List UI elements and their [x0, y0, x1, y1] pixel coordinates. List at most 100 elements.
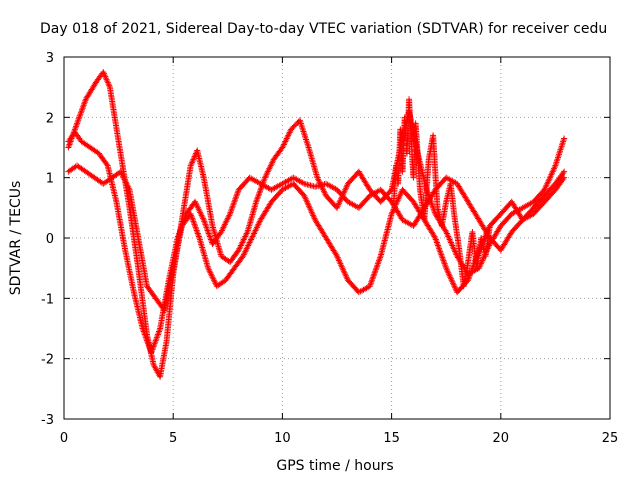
- data-trace-segment: [205, 266, 220, 288]
- data-trace-segment: [126, 188, 141, 240]
- data-trace-segment: [157, 339, 170, 379]
- y-tick-label: -3: [41, 413, 54, 428]
- data-point: [235, 247, 242, 254]
- data-trace-segment: [188, 212, 202, 240]
- data-trace-segment: [422, 218, 438, 240]
- data-trace-segment: [215, 278, 228, 289]
- data-trace-segment: [509, 200, 525, 222]
- data-trace-segment: [271, 145, 285, 162]
- data-point: [366, 283, 373, 290]
- data-trace-segment: [443, 266, 460, 294]
- data-trace-segment: [201, 176, 216, 228]
- data-point: [74, 120, 81, 127]
- data-trace-segment: [170, 224, 185, 270]
- x-tick-label: 15: [383, 431, 400, 446]
- data-trace-segment: [196, 236, 211, 270]
- data-trace-segment: [228, 248, 241, 264]
- axes-layer: 0 5 10 15 20 25 -3 -2 -1 0 1 2 3: [41, 51, 618, 446]
- data-trace-segment: [313, 218, 329, 240]
- data-trace-segment: [194, 149, 207, 180]
- data-series-4: [390, 96, 493, 290]
- data-trace-segment: [259, 181, 273, 192]
- data-trace-segment: [79, 139, 92, 150]
- data-trace-segment: [401, 217, 415, 229]
- chart-title: Day 018 of 2021, Sidereal Day-to-day VTE…: [40, 21, 607, 37]
- data-trace-segment: [258, 200, 274, 222]
- y-axis-label: SDTVAR / TECUs: [8, 181, 24, 296]
- data-trace-segment: [249, 218, 263, 240]
- data-trace-segment: [131, 290, 146, 330]
- x-axis-label: GPS time / hours: [276, 458, 393, 474]
- data-trace-segment: [542, 164, 558, 192]
- data-trace-segment: [291, 181, 307, 198]
- data-trace-segment: [443, 230, 460, 258]
- data-trace-segment: [113, 200, 128, 252]
- data-trace-segment: [280, 127, 294, 149]
- data-trace-segment: [357, 284, 372, 295]
- data-trace-segment: [262, 158, 276, 180]
- data-trace-segment: [201, 218, 215, 246]
- data-trace-segment: [498, 212, 514, 228]
- data-trace-segment: [107, 85, 122, 143]
- data-trace-segment: [378, 212, 395, 258]
- data-trace-segment: [74, 97, 89, 125]
- data-trace-segment: [236, 230, 250, 252]
- data-trace-segment: [210, 230, 224, 246]
- x-tick-label: 25: [602, 431, 619, 446]
- data-trace-segment: [482, 224, 493, 258]
- data-trace-segment: [389, 188, 405, 216]
- data-trace-segment: [192, 200, 206, 222]
- data-trace-segment: [356, 170, 372, 192]
- data-trace-segment: [73, 130, 84, 143]
- data-trace-segment: [135, 266, 150, 336]
- data-trace-segment: [412, 122, 423, 192]
- data-point: [486, 222, 493, 229]
- data-trace-segment: [105, 164, 119, 204]
- data-trace-segment: [465, 200, 482, 222]
- data-trace-segment: [166, 236, 181, 282]
- data-trace-segment: [324, 181, 339, 192]
- data-point: [117, 168, 124, 175]
- data-trace-segment: [270, 181, 284, 192]
- y-tick-label: 1: [46, 172, 54, 187]
- data-trace-segment: [400, 187, 416, 204]
- data-trace-segment: [542, 181, 558, 198]
- data-trace-segment: [552, 137, 567, 167]
- data-trace-segment: [161, 266, 176, 312]
- data-trace-segment: [432, 236, 449, 270]
- data-trace-segment: [531, 187, 547, 204]
- data-trace-segment: [101, 70, 113, 89]
- data-trace-segment: [421, 158, 432, 222]
- data-trace-segment: [323, 236, 340, 258]
- data-trace-segment: [334, 254, 351, 282]
- data-trace-segment: [232, 254, 246, 270]
- data-trace-segment: [126, 206, 141, 270]
- data-point: [561, 135, 568, 142]
- data-trace-segment: [301, 194, 318, 222]
- data-trace-segment: [83, 79, 99, 101]
- data-trace-segment: [240, 236, 255, 258]
- data-trace-segment: [148, 327, 163, 355]
- data-trace-segment: [101, 175, 114, 186]
- x-tick-label: 0: [60, 431, 68, 446]
- data-trace-segment: [542, 187, 558, 204]
- data-trace-segment: [406, 97, 415, 143]
- data-trace-segment: [244, 200, 259, 234]
- data-trace-segment: [227, 188, 242, 216]
- data-trace-segment: [531, 200, 547, 216]
- data-point: [226, 210, 233, 217]
- data-trace-segment: [488, 212, 503, 228]
- data-trace-segment: [306, 146, 320, 180]
- data-trace-segment: [297, 118, 312, 149]
- data-trace-segment: [461, 260, 471, 288]
- x-tick-label: 10: [274, 431, 291, 446]
- data-trace-segment: [135, 236, 150, 288]
- data-trace-segment: [84, 169, 97, 180]
- data-trace-segment: [455, 182, 471, 204]
- data-trace-segment: [75, 163, 88, 174]
- data-trace-segment: [118, 170, 132, 192]
- data-trace-segment: [291, 175, 306, 186]
- data-trace-segment: [223, 266, 237, 282]
- data-trace-segment: [269, 187, 285, 204]
- x-tick-label: 20: [493, 431, 510, 446]
